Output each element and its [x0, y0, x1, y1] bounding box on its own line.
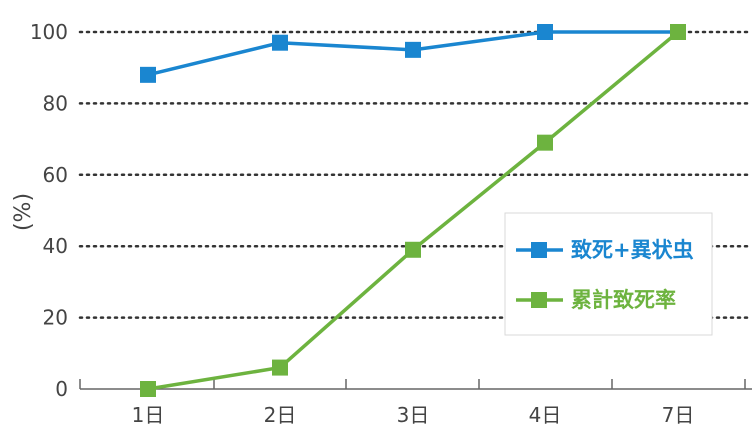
data-point	[537, 134, 553, 151]
legend-marker	[531, 242, 547, 258]
x-tick-label: 7日	[662, 403, 695, 427]
data-point	[537, 24, 553, 40]
x-tick-label: 3日	[397, 403, 430, 427]
y-tick-label: 80	[43, 91, 68, 115]
x-tick-label: 4日	[529, 403, 562, 427]
legend-label: 致死+異状虫	[571, 238, 694, 262]
y-tick-label: 100	[30, 20, 68, 44]
legend-label: 累計致死率	[571, 288, 676, 312]
data-point	[140, 66, 156, 83]
y-axis-title: (%)	[11, 193, 36, 231]
data-point	[670, 24, 686, 40]
y-tick-label: 20	[43, 306, 68, 330]
legend-box	[504, 212, 713, 336]
y-tick-label: 60	[43, 163, 68, 187]
data-point	[405, 41, 421, 58]
x-tick-label: 1日	[132, 403, 165, 427]
legend-item: 致死+異状虫	[516, 238, 694, 262]
y-axis-label: (%)	[11, 193, 36, 231]
series-layer	[140, 24, 686, 397]
series-2	[140, 24, 686, 397]
legend-marker	[531, 292, 547, 308]
data-point	[405, 241, 421, 258]
data-point	[140, 381, 156, 397]
x-tick-label: 2日	[264, 403, 297, 427]
legend-item: 累計致死率	[516, 288, 676, 312]
series-1	[140, 24, 686, 83]
data-point	[272, 34, 288, 51]
data-point	[272, 359, 288, 376]
y-tick-label: 40	[43, 234, 68, 258]
y-tick-group: 0 20 40 60 80 100	[30, 20, 68, 401]
x-tick-group: 1日 2日 3日 4日 7日	[79, 379, 746, 427]
y-tick-label: 0	[55, 377, 68, 401]
